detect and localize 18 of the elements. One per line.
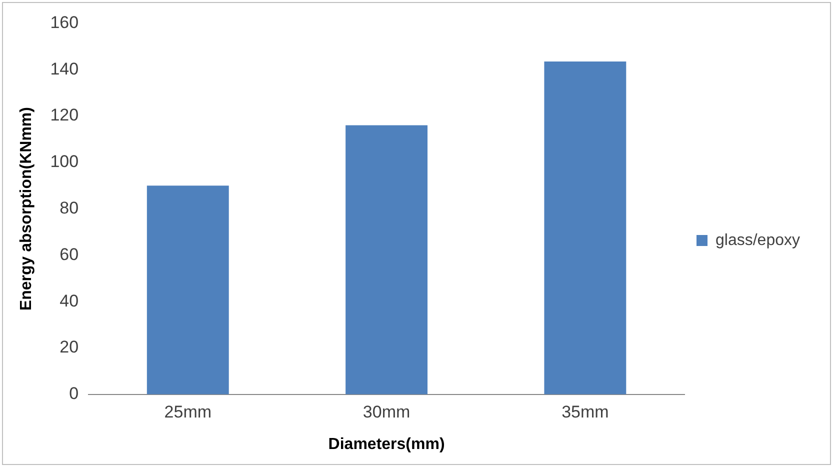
y-tick-label: 0 — [69, 384, 79, 404]
x-tick-label: 35mm — [562, 402, 609, 422]
y-axis-title: Energy absorption(KNmm) — [18, 107, 36, 311]
x-tick-label: 30mm — [362, 402, 410, 422]
y-tick-label: 80 — [60, 198, 79, 218]
x-axis-title: Diameters(mm) — [328, 436, 445, 453]
y-tick-label: 120 — [50, 106, 79, 125]
y-tick-label: 20 — [60, 338, 79, 357]
bar — [544, 61, 626, 394]
y-tick-label: 140 — [50, 59, 79, 78]
y-tick-label: 40 — [60, 291, 79, 310]
y-tick-label: 160 — [50, 12, 79, 32]
y-tick-label: 100 — [50, 152, 79, 172]
legend-label: glass/epoxy — [716, 232, 800, 249]
x-tick-label: 25mm — [164, 402, 212, 422]
bar — [346, 125, 428, 394]
y-tick-label: 60 — [60, 244, 79, 264]
bar — [146, 186, 229, 394]
